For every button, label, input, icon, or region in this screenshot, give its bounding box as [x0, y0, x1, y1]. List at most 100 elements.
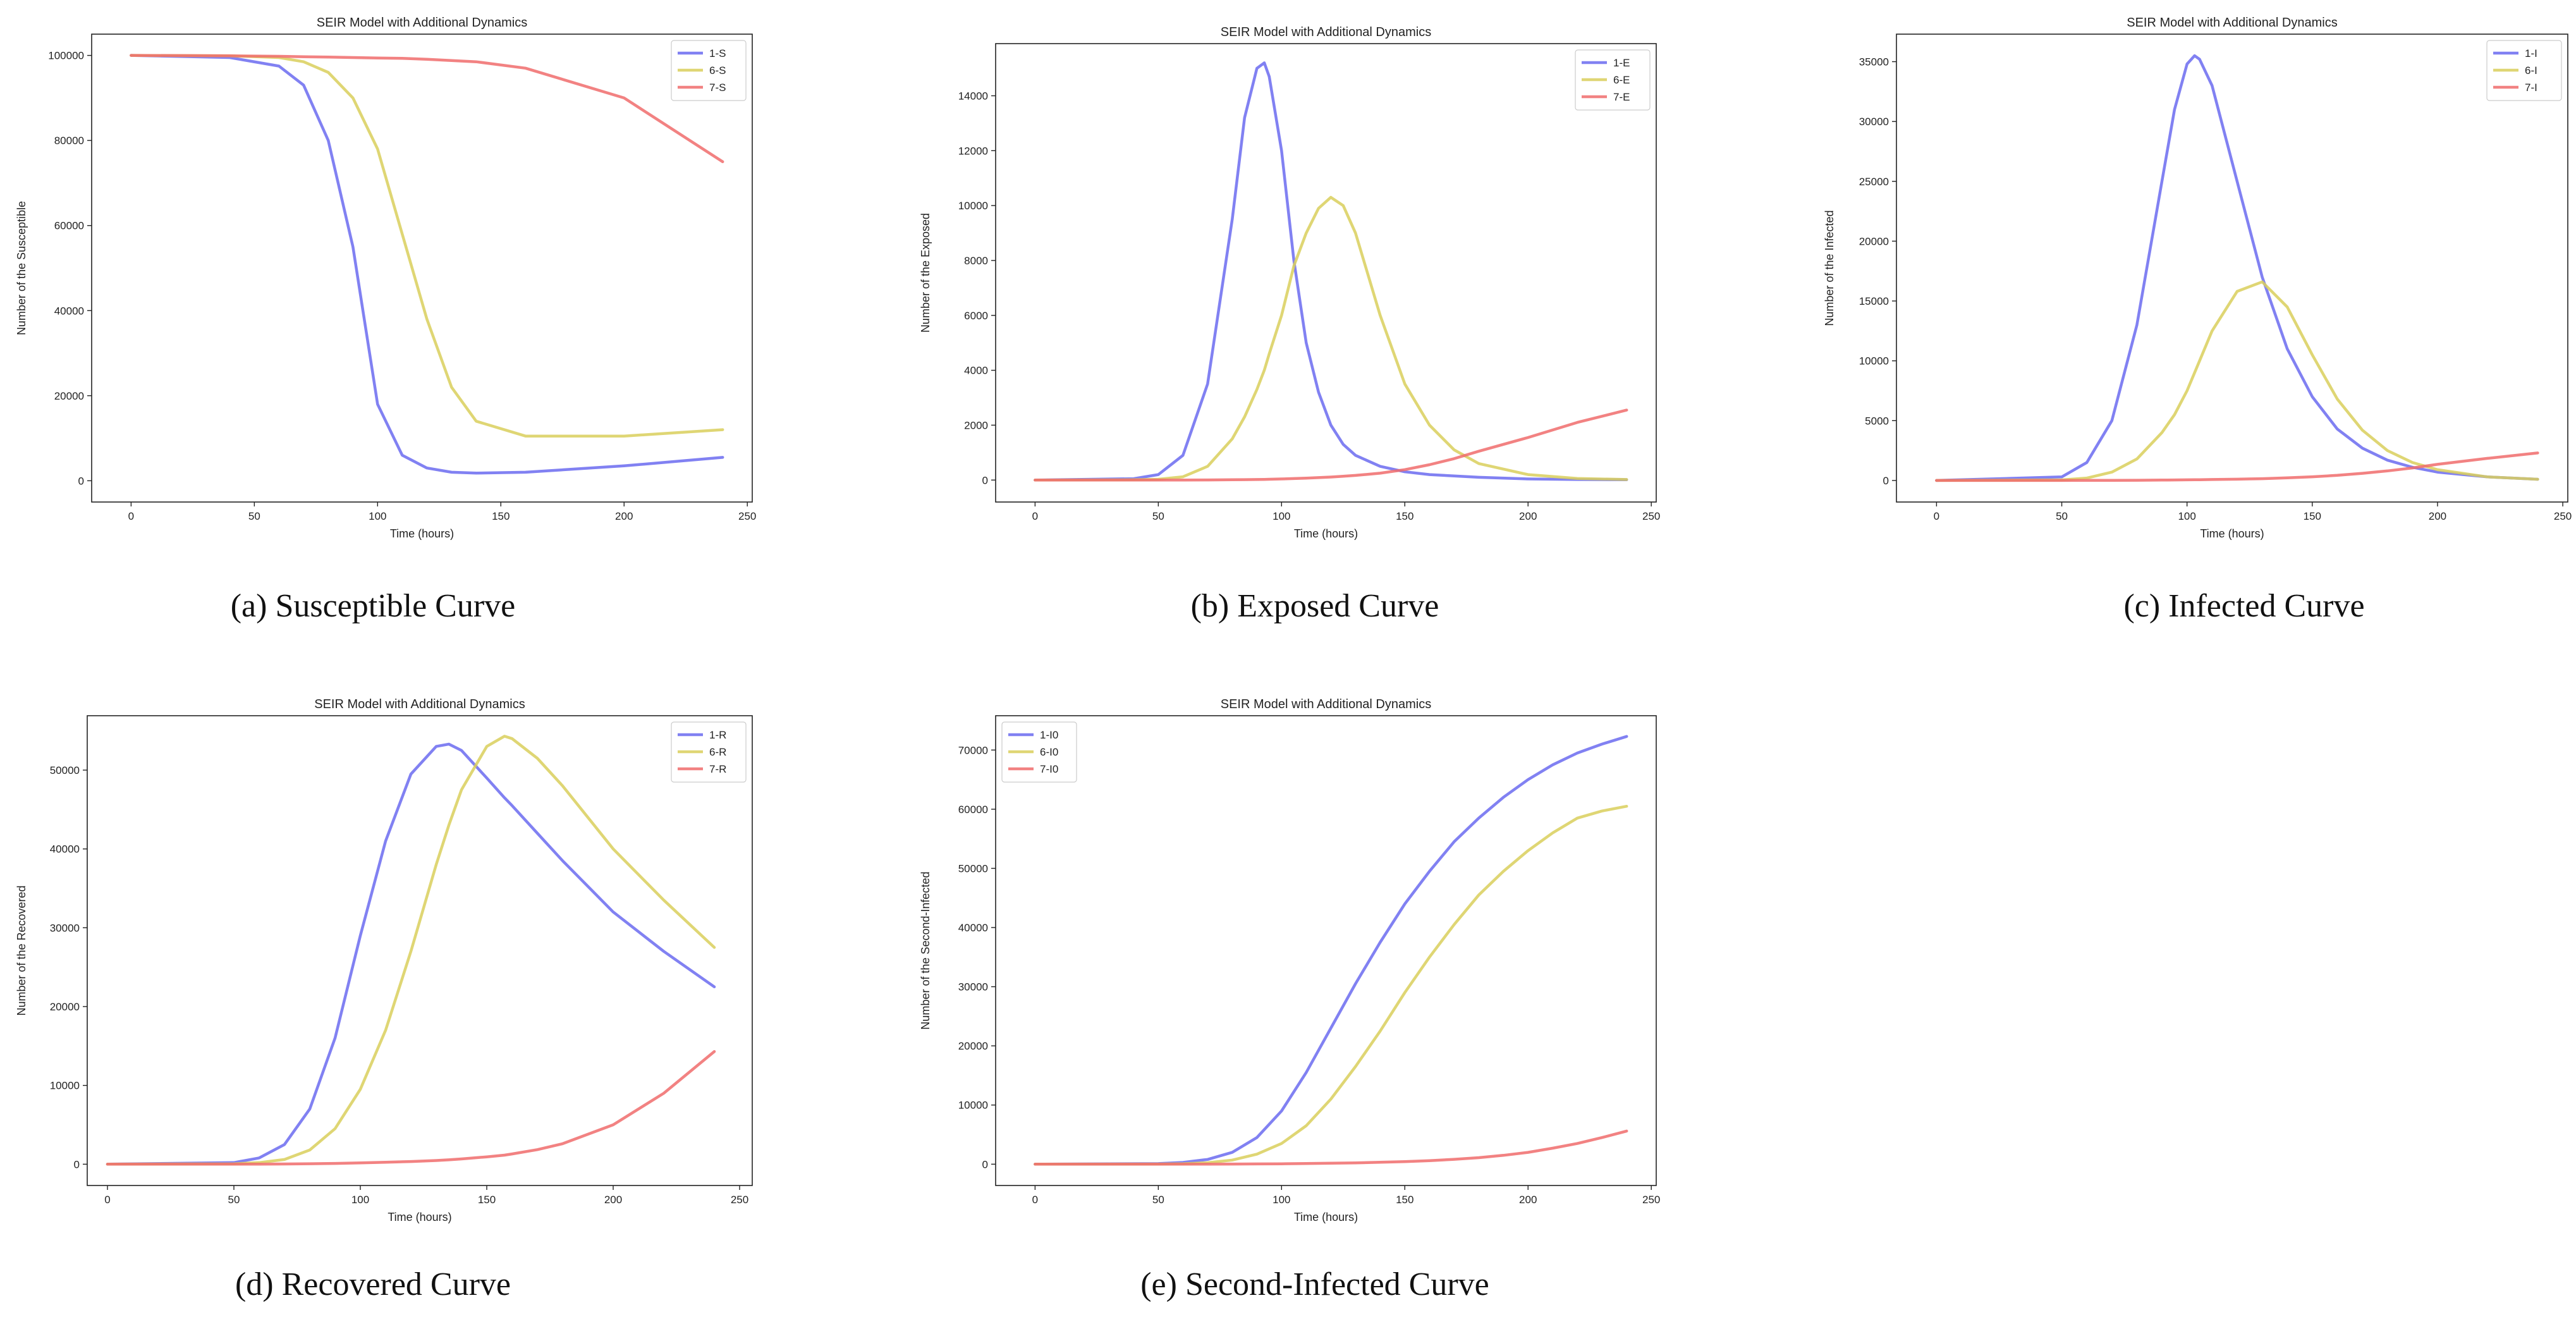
legend-label: 6-S — [709, 64, 726, 77]
plot-title: SEIR Model with Additional Dynamics — [2127, 16, 2337, 30]
x-axis-label: Time (hours) — [1294, 527, 1358, 540]
x-tick-label: 150 — [1396, 510, 1413, 522]
x-axis-label: Time (hours) — [390, 527, 454, 540]
y-tick-label: 70000 — [958, 744, 988, 756]
y-tick-label: 40000 — [50, 843, 80, 855]
legend-label: 6-R — [709, 746, 726, 758]
y-tick-label: 50000 — [50, 764, 80, 776]
y-tick-label: 6000 — [964, 310, 988, 322]
y-tick-label: 40000 — [958, 922, 988, 934]
y-tick-label: 15000 — [1859, 295, 1889, 307]
y-tick-label: 8000 — [964, 255, 988, 267]
plot-frame — [87, 715, 753, 1186]
x-tick-label: 0 — [1934, 510, 1939, 522]
y-tick-label: 80000 — [54, 135, 84, 147]
x-tick-label: 250 — [738, 510, 756, 522]
legend-label: 1-I — [2525, 47, 2537, 59]
plot-title: SEIR Model with Additional Dynamics — [317, 16, 527, 30]
y-axis-label: Number of the Recovered — [15, 885, 28, 1015]
x-tick-label: 0 — [1032, 510, 1038, 522]
y-tick-label: 5000 — [1865, 415, 1889, 427]
x-tick-label: 150 — [1396, 1194, 1413, 1206]
legend-label: 1-I0 — [1040, 729, 1058, 741]
series-line-6-E — [1034, 195, 1628, 482]
y-tick-label: 10000 — [50, 1080, 80, 1092]
x-tick-label: 250 — [731, 1194, 748, 1206]
x-tick-label: 0 — [128, 510, 134, 522]
legend-label: 1-S — [709, 47, 726, 59]
x-axis-label: Time (hours) — [388, 1211, 451, 1223]
legend-label: 6-I0 — [1040, 746, 1058, 758]
x-tick-label: 50 — [1152, 1194, 1164, 1206]
x-tick-label: 100 — [369, 510, 386, 522]
y-tick-label: 20000 — [1859, 235, 1889, 247]
plot-title: SEIR Model with Additional Dynamics — [1221, 25, 1431, 39]
y-axis-label: Number of the Susceptible — [15, 201, 28, 335]
legend-label: 6-I — [2525, 64, 2537, 77]
y-tick-label: 20000 — [958, 1040, 988, 1052]
legend-box — [2486, 40, 2562, 101]
plot-frame — [1896, 34, 2568, 503]
x-tick-label: 100 — [1273, 1194, 1290, 1206]
x-tick-label: 200 — [2429, 510, 2446, 522]
subplot-d-recovered: SEIR Model with Additional Dynamics 0 50 10… — [15, 697, 753, 1302]
series-line-7-I — [1935, 451, 2539, 482]
x-tick-label: 200 — [615, 510, 633, 522]
x-tick-label: 50 — [1152, 510, 1164, 522]
series-line-6-R — [106, 735, 716, 1166]
series-line-1-E — [1034, 61, 1628, 482]
x-tick-label: 0 — [1032, 1194, 1038, 1206]
y-axis-label: Number of the Infected — [1823, 210, 1836, 326]
y-tick-label: 20000 — [54, 390, 84, 402]
legend-box — [1575, 49, 1651, 111]
series-line-7-I0 — [1034, 1129, 1628, 1166]
x-axis-label: Time (hours) — [2200, 527, 2264, 540]
series-line-6-I0 — [1034, 804, 1628, 1166]
y-tick-label: 0 — [982, 1158, 988, 1170]
x-tick-label: 150 — [2304, 510, 2321, 522]
subfigure-caption: (c) Infected Curve — [2123, 588, 2364, 624]
x-axis-label: Time (hours) — [1294, 1211, 1358, 1223]
y-tick-label: 2000 — [964, 419, 988, 431]
y-tick-label: 20000 — [50, 1001, 80, 1013]
subplot-a-susceptible: SEIR Model with Additional Dynamics 0 50 10… — [15, 16, 756, 624]
x-tick-label: 150 — [492, 510, 510, 522]
y-tick-label: 25000 — [1859, 176, 1889, 188]
plot-title: SEIR Model with Additional Dynamics — [1221, 697, 1431, 711]
x-tick-label: 50 — [228, 1194, 240, 1206]
series-line-6-S — [130, 54, 724, 438]
legend-label: 7-R — [709, 763, 726, 775]
y-tick-label: 100000 — [48, 50, 84, 62]
y-tick-label: 30000 — [958, 981, 988, 993]
y-tick-label: 50000 — [958, 862, 988, 874]
x-tick-label: 150 — [478, 1194, 496, 1206]
legend-label: 7-I — [2525, 82, 2537, 94]
series-line-1-I0 — [1034, 735, 1628, 1166]
x-tick-label: 50 — [248, 510, 260, 522]
y-tick-label: 60000 — [54, 220, 84, 232]
y-tick-label: 0 — [1883, 475, 1889, 487]
y-tick-label: 0 — [78, 475, 84, 487]
subplot-b-exposed: SEIR Model with Additional Dynamics 0 50 10… — [919, 25, 1660, 624]
y-tick-label: 10000 — [958, 1100, 988, 1112]
plot-frame — [995, 43, 1657, 503]
subfigure-caption: (a) Susceptible Curve — [231, 588, 516, 624]
y-tick-label: 4000 — [964, 365, 988, 377]
series-line-1-S — [130, 54, 724, 475]
x-tick-label: 100 — [351, 1194, 369, 1206]
subfigure-caption: (e) Second-Infected Curve — [1140, 1266, 1489, 1302]
plot-frame — [91, 34, 753, 503]
y-tick-label: 40000 — [54, 305, 84, 317]
subfigure-caption: (b) Exposed Curve — [1191, 588, 1439, 624]
series-line-6-I — [1935, 280, 2539, 482]
x-tick-label: 200 — [1519, 1194, 1537, 1206]
x-tick-label: 200 — [1519, 510, 1537, 522]
y-tick-label: 12000 — [958, 145, 988, 157]
series-line-7-E — [1034, 408, 1628, 482]
y-tick-label: 30000 — [1859, 116, 1889, 128]
legend-label: 7-E — [1613, 91, 1630, 103]
x-tick-label: 100 — [2178, 510, 2195, 522]
legend-label: 1-E — [1613, 57, 1630, 69]
y-tick-label: 30000 — [50, 922, 80, 934]
